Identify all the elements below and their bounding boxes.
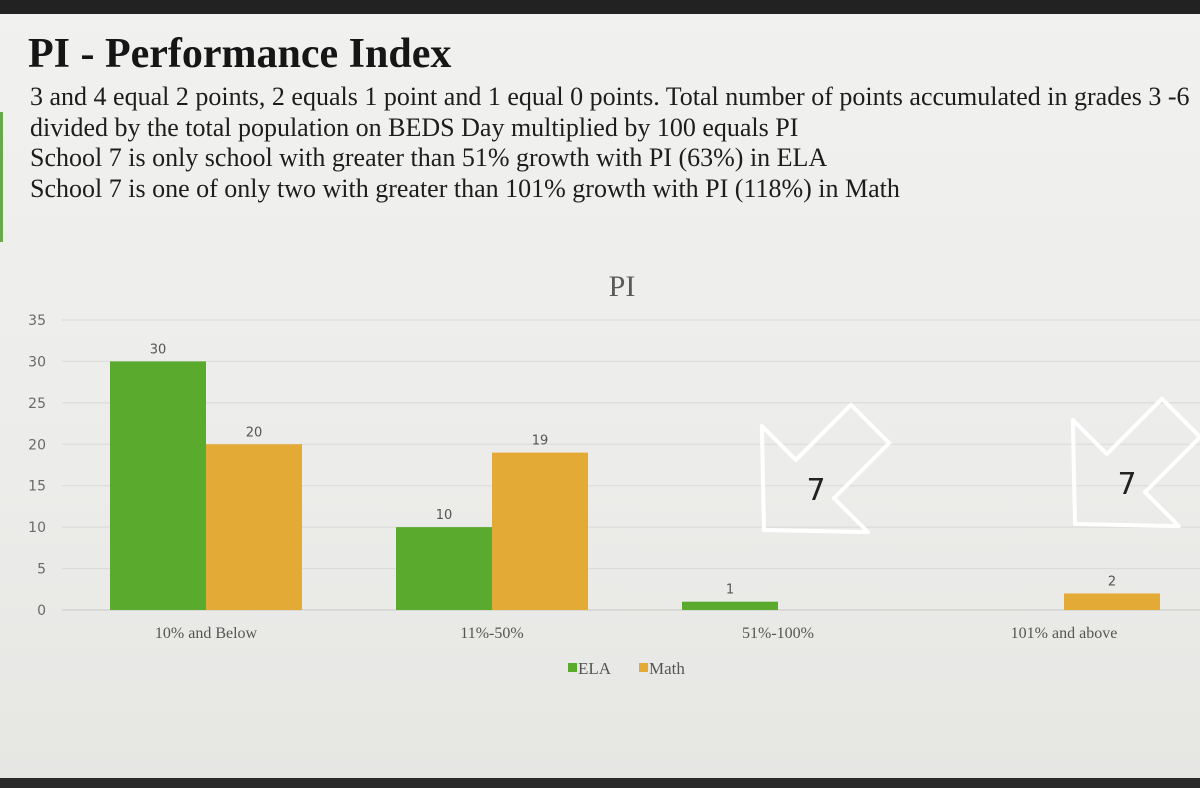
y-tick-label: 35: [28, 313, 46, 329]
y-tick-label: 20: [28, 437, 46, 453]
arrow-outline: [759, 402, 892, 535]
slide-title: PI - Performance Index: [28, 31, 452, 77]
data-label: 20: [246, 425, 263, 440]
body-line-ela: School 7 is only school with greater tha…: [30, 143, 828, 172]
arrow-down-left-icon-label: 7: [806, 473, 825, 508]
data-label: 2: [1108, 574, 1116, 589]
accent-bar: [0, 112, 3, 242]
arrow-down-left-icon: [1070, 396, 1200, 529]
legend-label-math: Math: [649, 659, 685, 678]
category-label: 10% and Below: [155, 625, 258, 642]
data-label: 10: [436, 508, 453, 523]
top-border: [0, 0, 1200, 14]
category-label: 101% and above: [1011, 625, 1118, 642]
bar-math-0: [206, 444, 302, 610]
y-tick-label: 15: [28, 479, 46, 495]
bar-math-1: [492, 452, 588, 610]
bar-ela-0: [110, 361, 206, 610]
legend-swatch-ela: [568, 663, 577, 672]
bar-math-3: [1064, 593, 1160, 610]
y-tick-label: 10: [28, 520, 46, 536]
arrow-outline: [1070, 396, 1200, 529]
y-tick-label: 25: [28, 396, 46, 412]
data-label: 19: [532, 434, 549, 449]
y-tick-label: 0: [37, 603, 46, 619]
slide-body: 3 and 4 equal 2 points, 2 equals 1 point…: [30, 82, 1195, 204]
arrow-down-left-icon-label: 7: [1117, 467, 1136, 502]
body-line-math: School 7 is one of only two with greater…: [30, 173, 900, 203]
body-line-definition: 3 and 4 equal 2 points, 2 equals 1 point…: [30, 82, 1190, 142]
y-tick-label: 30: [28, 354, 46, 370]
arrow-down-left-icon: [759, 402, 892, 535]
legend-swatch-math: [639, 663, 648, 672]
y-tick-label: 5: [37, 562, 46, 578]
chart-title: PI: [609, 270, 636, 303]
category-label: 51%-100%: [742, 625, 814, 642]
data-label: 30: [150, 342, 167, 357]
bar-ela-2: [682, 601, 778, 610]
legend-label-ela: ELA: [578, 659, 612, 678]
bar-ela-1: [396, 527, 492, 610]
data-label: 1: [726, 583, 734, 598]
bottom-border: [0, 778, 1200, 788]
category-label: 11%-50%: [460, 625, 523, 642]
